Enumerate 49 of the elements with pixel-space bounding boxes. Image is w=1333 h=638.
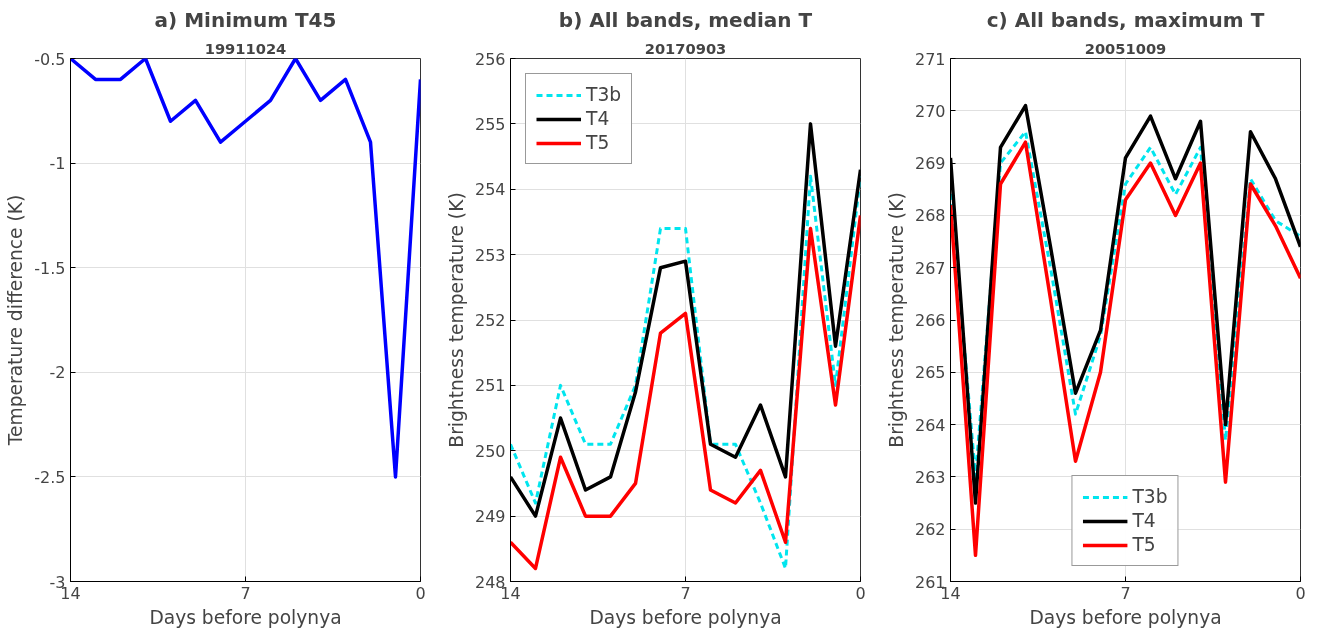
legend-label: T3b	[586, 84, 622, 105]
chart-subtitle: 20051009	[1084, 39, 1167, 57]
y-tick-label: 270	[914, 101, 946, 121]
y-tick-label: 253	[474, 245, 506, 265]
chart-title: a) Minimum T45	[154, 7, 337, 32]
y-axis-title: Brightness temperature (K)	[445, 192, 467, 448]
y-tick-label: -0.5	[34, 49, 66, 69]
chart-title: c) All bands, maximum T	[986, 7, 1265, 32]
chart-title: b) All bands, median T	[558, 7, 813, 32]
y-tick-label: 264	[914, 415, 946, 435]
x-tick-label: 7	[1120, 583, 1131, 603]
y-axis-title: Brightness temperature (K)	[885, 192, 907, 448]
y-tick-label: -1.5	[34, 258, 66, 278]
x-tick-label: 0	[1295, 583, 1306, 603]
legend-label: T5	[1132, 534, 1156, 555]
x-axis-title: Days before polynya	[1029, 606, 1222, 628]
line-series	[70, 58, 421, 479]
legend-label: T5	[586, 132, 610, 153]
legend-label: T4	[1132, 510, 1156, 531]
y-tick-label: 255	[474, 114, 506, 134]
y-tick-label: 267	[914, 258, 946, 278]
y-tick-label: 263	[914, 467, 946, 487]
x-tick-label: 0	[415, 583, 426, 603]
chart-subtitle: 19911024	[204, 39, 287, 57]
y-tick-label: 266	[914, 311, 946, 330]
y-tick-label: 268	[914, 206, 946, 226]
y-tick-label: 271	[914, 49, 946, 69]
y-tick-label: 269	[914, 154, 946, 174]
y-tick-label: 249	[474, 507, 506, 527]
line-series	[950, 140, 1301, 558]
y-tick-label: 252	[474, 311, 506, 330]
y-tick-label: 250	[474, 441, 506, 461]
y-tick-label: 254	[474, 180, 506, 200]
y-tick-label: 256	[474, 49, 506, 69]
x-tick-label: 7	[680, 583, 691, 603]
x-tick-label: 0	[855, 583, 866, 603]
y-tick-label: -1	[49, 154, 66, 174]
x-axis-title: Days before polynya	[149, 606, 342, 628]
y-tick-label: 251	[474, 376, 506, 396]
y-tick-label: -2	[49, 363, 66, 383]
y-tick-label: -2.5	[34, 467, 66, 487]
y-axis-title: Temperature difference (K)	[5, 194, 27, 447]
y-tick-label: 265	[914, 363, 946, 383]
legend-label: T3b	[1132, 486, 1168, 507]
legend-label: T4	[586, 108, 610, 129]
x-axis-title: Days before polynya	[589, 606, 782, 628]
y-tick-label: 262	[914, 520, 946, 540]
chart-subtitle: 20170903	[644, 39, 727, 57]
x-tick-label: 7	[240, 583, 251, 603]
